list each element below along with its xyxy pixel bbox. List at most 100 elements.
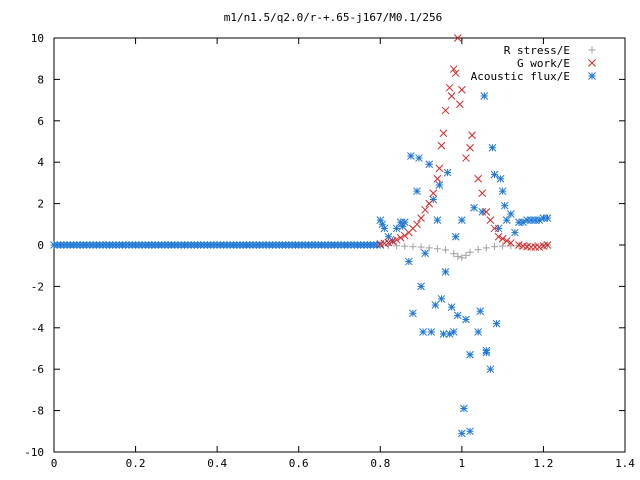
data-point: [392, 235, 401, 244]
y-tick-label: -10: [24, 446, 44, 459]
data-point: [466, 427, 474, 436]
data-point: [417, 282, 425, 291]
data-point: [458, 429, 466, 438]
data-point: [429, 189, 438, 198]
data-point: [449, 65, 458, 73]
data-point: [453, 311, 462, 320]
y-tick-label: -4: [31, 322, 45, 335]
data-point: [496, 174, 505, 183]
data-point: [494, 224, 503, 233]
data-point: [451, 69, 460, 78]
data-point: [482, 244, 490, 252]
data-point: [502, 237, 511, 245]
data-point: [499, 242, 507, 250]
chart-title: m1/n1.5/q2.0/r-+.65-j167/M0.1/256: [224, 11, 443, 24]
legend-marker: [588, 59, 596, 67]
x-tick-label: 1.4: [615, 457, 635, 470]
data-point: [490, 170, 499, 179]
data-point: [458, 216, 466, 225]
data-point: [437, 294, 446, 303]
x-tick-label: 0: [51, 457, 58, 470]
x-tick-label: 0.6: [289, 457, 309, 470]
data-point: [468, 131, 476, 140]
data-point: [506, 210, 515, 218]
data-point: [421, 205, 430, 214]
series-0: [376, 241, 552, 262]
data-point: [425, 244, 433, 252]
data-point: [443, 168, 452, 177]
data-point: [490, 224, 499, 233]
data-point: [441, 106, 450, 115]
data-point: [453, 34, 462, 42]
data-point: [466, 248, 474, 256]
data-point: [421, 249, 430, 258]
legend-label: Acoustic flux/E: [471, 70, 570, 83]
data-point: [543, 214, 552, 222]
data-point: [482, 208, 491, 216]
data-point: [435, 164, 444, 173]
data-point: [451, 232, 460, 241]
y-tick-label: 0: [37, 239, 44, 252]
series-2: [50, 92, 552, 438]
data-point: [441, 268, 450, 276]
data-point: [466, 143, 474, 152]
data-point: [413, 187, 421, 196]
data-point: [417, 214, 425, 222]
legend-label: G work/E: [517, 57, 570, 70]
data-point: [458, 254, 466, 262]
y-tick-label: 8: [37, 73, 44, 86]
data-point: [447, 92, 456, 100]
data-point: [494, 232, 503, 241]
data-point: [425, 160, 434, 169]
data-point: [474, 328, 483, 336]
data-point: [439, 129, 448, 138]
data-point: [431, 301, 440, 309]
legend-marker: [588, 72, 596, 80]
legend-marker: [588, 46, 596, 54]
data-point: [498, 234, 507, 243]
data-point: [492, 319, 501, 328]
y-tick-label: -6: [31, 363, 44, 376]
data-point: [409, 243, 417, 251]
x-tick-label: 0.4: [207, 457, 227, 470]
axes: 0 0.2 0.4 0.6 0.8 1 1.2 1.4 -10 -8 -6 -4 -2 0 2 4 6 8 10: [24, 32, 635, 470]
data-point: [433, 174, 442, 183]
x-tick-label: 0.2: [126, 457, 146, 470]
data-point: [458, 85, 466, 94]
data-point: [466, 350, 474, 359]
data-point: [480, 92, 489, 100]
data-point: [380, 224, 389, 233]
data-point: [450, 250, 458, 258]
y-tick-label: -8: [31, 405, 44, 418]
data-point: [474, 246, 482, 254]
x-tick-label: 1: [459, 457, 466, 470]
data-point: [433, 216, 442, 225]
data-point: [425, 199, 434, 208]
data-point: [500, 201, 509, 210]
data-point: [439, 330, 448, 338]
x-tick-label: 1.2: [533, 457, 553, 470]
y-tick-label: 2: [37, 198, 44, 211]
data-point: [401, 242, 409, 250]
data-point: [462, 154, 470, 162]
data-point: [417, 243, 425, 251]
data-point: [460, 404, 468, 413]
data-point: [433, 245, 441, 253]
data-point: [427, 328, 436, 336]
data-point: [462, 251, 470, 259]
data-point: [470, 203, 478, 212]
data-point: [445, 83, 454, 92]
data-point: [474, 174, 483, 183]
data-point: [400, 218, 409, 227]
data-point: [393, 242, 401, 250]
data-point: [490, 243, 498, 251]
y-tick-label: 10: [31, 32, 44, 45]
y-tick-label: -2: [31, 280, 44, 293]
data-point: [392, 224, 401, 233]
data-point: [478, 189, 487, 198]
data-point: [437, 141, 446, 150]
data-point: [482, 346, 491, 355]
data-point: [447, 303, 456, 311]
y-tick-label: 4: [37, 156, 44, 169]
